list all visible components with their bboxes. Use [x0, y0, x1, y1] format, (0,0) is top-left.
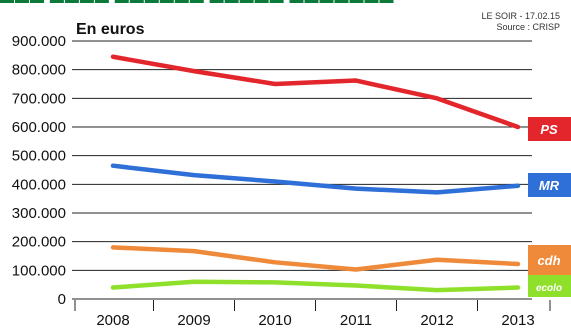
badge-background	[528, 117, 571, 141]
chart-title-truncated: ▬▬▬ ▬▬▬▬ ▬▬▬▬▬▬ ▬▬▬▬▬ ▬▬▬▬▬▬▬	[0, 0, 420, 3]
series-lines	[110, 54, 521, 293]
x-tick-label: 2009	[177, 312, 210, 329]
y-tick-label: 600.000	[12, 119, 66, 136]
badge-background	[528, 173, 571, 197]
badge-mr: MR	[528, 173, 571, 197]
gridlines	[72, 40, 532, 300]
series-line-ecolo	[110, 279, 521, 293]
x-tick-label: 2011	[340, 312, 372, 329]
badge-background	[528, 245, 571, 275]
series-badges: PS MR cdh ecolo	[528, 117, 571, 297]
y-tick-label: 400.000	[12, 176, 66, 193]
x-axis-ticks: 2008 2009 2010 2011 2012 2013	[74, 300, 551, 329]
badge-ecolo: ecolo	[528, 275, 571, 297]
series-line-mr	[110, 163, 521, 195]
badge-label: MR	[539, 178, 560, 193]
x-tick-label: 2012	[420, 312, 453, 329]
series-line-cdh	[110, 245, 521, 272]
y-tick-label: 100.000	[12, 262, 66, 279]
y-tick-label: 500.000	[12, 148, 66, 165]
badge-label: PS	[540, 122, 558, 137]
y-tick-label: 700.000	[12, 90, 66, 107]
y-tick-label: 800.000	[12, 62, 66, 79]
y-tick-label: 300.000	[12, 205, 66, 222]
y-tick-label: 0	[58, 291, 66, 308]
y-axis-ticks: 900.000 800.000 700.000 600.000 500.000 400.0…	[12, 33, 66, 308]
x-tick-label: 2010	[258, 312, 291, 329]
y-tick-label: 200.000	[12, 234, 66, 251]
badge-label: cdh	[537, 253, 560, 268]
x-tick-label: 2008	[96, 312, 129, 329]
series-line-ps	[110, 54, 521, 130]
source-credit-line1: LE SOIR - 17.02.15	[481, 11, 560, 21]
source-credit-line2: Source : CRISP	[496, 22, 560, 32]
badge-ps: PS	[528, 117, 571, 141]
x-tick-label: 2013	[501, 312, 534, 329]
badge-cdh: cdh	[528, 245, 571, 275]
unit-label: En euros	[76, 21, 145, 38]
badge-background	[528, 275, 571, 297]
badge-label: ecolo	[536, 283, 562, 294]
y-tick-label: 900.000	[12, 33, 66, 50]
